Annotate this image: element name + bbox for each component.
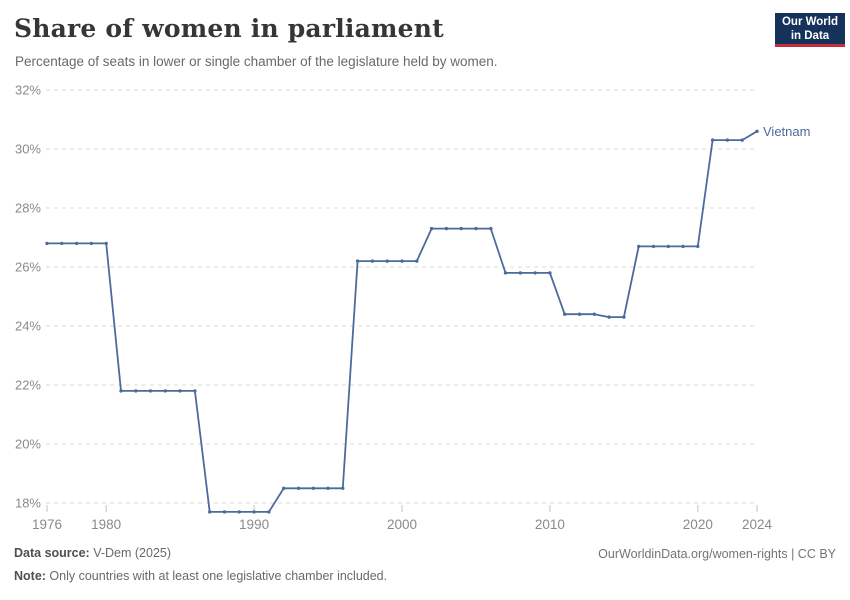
data-point xyxy=(489,226,493,231)
data-point xyxy=(533,271,537,275)
owid-logo-line2: in Data xyxy=(790,29,830,42)
data-point xyxy=(326,486,330,490)
data-point xyxy=(45,241,49,246)
data-point xyxy=(341,486,345,490)
data-point xyxy=(385,259,389,263)
y-axis-label: 30% xyxy=(15,142,41,157)
data-point xyxy=(296,486,301,490)
y-axis-label: 20% xyxy=(15,437,41,452)
x-axis-label: 2020 xyxy=(683,517,713,532)
note-line: Note: Only countries with at least one l… xyxy=(14,569,387,583)
note-value: Only countries with at least one legisla… xyxy=(45,569,388,583)
data-point xyxy=(60,241,64,246)
data-point xyxy=(208,510,212,514)
x-axis-label: 1976 xyxy=(32,517,62,532)
data-point xyxy=(282,486,286,490)
data-point xyxy=(148,389,153,393)
series-label-vietnam: Vietnam xyxy=(763,124,810,139)
data-point xyxy=(725,138,730,142)
data-point xyxy=(563,312,567,316)
data-point xyxy=(637,244,641,249)
data-point xyxy=(193,389,197,393)
data-point xyxy=(355,259,360,263)
owid-logo-line1: Our World xyxy=(781,16,838,28)
y-axis-label: 26% xyxy=(15,260,41,275)
data-point xyxy=(237,510,241,514)
data-point xyxy=(518,271,522,275)
x-axis-label: 2024 xyxy=(742,517,773,532)
data-point xyxy=(119,389,123,393)
data-point xyxy=(429,226,434,231)
data-point xyxy=(710,138,715,142)
data-point xyxy=(666,244,670,249)
data-point xyxy=(222,510,227,514)
data-point xyxy=(370,259,375,263)
owid-logo[interactable]: Our World in Data xyxy=(775,13,845,47)
data-source-value: V-Dem (2025) xyxy=(89,546,172,560)
data-point xyxy=(444,226,449,231)
data-point xyxy=(400,259,404,263)
x-axis-label: 1990 xyxy=(239,517,269,532)
data-point xyxy=(311,486,315,490)
data-point xyxy=(252,510,256,514)
data-point xyxy=(577,312,582,316)
x-axis-label: 1980 xyxy=(91,517,121,532)
page-title: Share of women in parliament xyxy=(14,14,444,43)
data-point xyxy=(607,315,611,319)
data-point xyxy=(74,241,79,246)
x-axis-label: 2000 xyxy=(387,517,417,532)
data-point xyxy=(267,510,271,514)
y-axis-label: 32% xyxy=(15,83,41,98)
data-point xyxy=(104,241,108,246)
data-point xyxy=(740,138,744,142)
y-axis-label: 18% xyxy=(15,496,41,511)
data-source-label: Data source: xyxy=(14,546,90,560)
data-point xyxy=(474,226,478,231)
data-point xyxy=(89,241,94,246)
data-point xyxy=(622,315,626,319)
data-point xyxy=(651,244,656,249)
data-point xyxy=(503,271,508,275)
y-axis-label: 22% xyxy=(15,378,41,393)
chart-subtitle: Percentage of seats in lower or single c… xyxy=(15,54,498,69)
data-point xyxy=(681,244,685,249)
data-point xyxy=(548,271,552,275)
data-point xyxy=(163,389,167,393)
data-point xyxy=(755,129,759,133)
data-point xyxy=(134,389,138,393)
series-line xyxy=(46,130,758,513)
data-point xyxy=(696,244,700,249)
x-axis-label: 2010 xyxy=(535,517,565,532)
y-axis-label: 28% xyxy=(15,201,41,216)
data-point xyxy=(415,259,419,263)
y-axis-label: 24% xyxy=(15,319,41,334)
owid-link[interactable]: OurWorldinData.org/women-rights | CC BY xyxy=(598,547,836,561)
data-source-line: Data source: V-Dem (2025) xyxy=(14,546,171,560)
note-label: Note: xyxy=(14,569,46,583)
data-point xyxy=(592,312,596,316)
data-point xyxy=(459,226,463,231)
data-point xyxy=(178,389,182,393)
